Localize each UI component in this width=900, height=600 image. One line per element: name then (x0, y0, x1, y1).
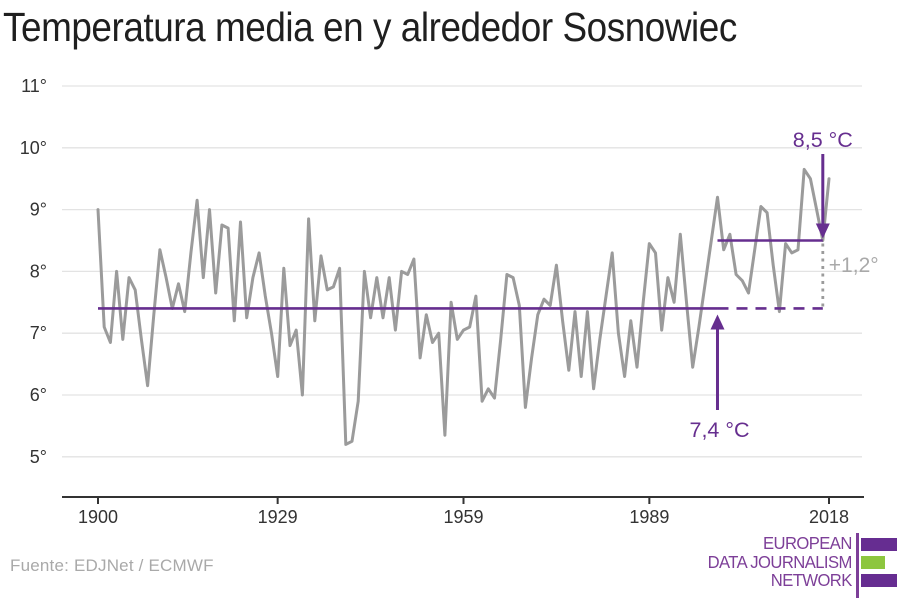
y-axis-label: 7° (30, 323, 47, 343)
logo-line-2: DATA JOURNALISM (707, 551, 853, 572)
y-axis-label: 8° (30, 261, 47, 281)
arrow-down-icon (815, 223, 830, 239)
x-axis-label: 1929 (258, 507, 298, 527)
logo-bar-top (861, 538, 897, 551)
y-axis-label: 9° (30, 200, 47, 220)
logo-bar-middle (861, 556, 885, 569)
source-note: Fuente: EDJNet / ECMWF (10, 556, 214, 575)
y-axis-label: 6° (30, 385, 47, 405)
y-axis-label: 5° (30, 447, 47, 467)
x-axis-label: 2018 (809, 507, 849, 527)
temperature-series-line (96, 167, 831, 446)
y-axis-label: 10° (20, 138, 47, 158)
x-axis-label: 1989 (629, 507, 669, 527)
logo-wordmark: EUROPEAN DATA JOURNALISM NETWORK (707, 533, 853, 591)
edjnet-logo: EUROPEAN DATA JOURNALISM NETWORK (690, 531, 900, 600)
y-axis-label: 11° (21, 76, 47, 96)
arrow-up-icon (710, 314, 725, 330)
logo-bar-bottom (861, 574, 897, 587)
x-axis-label: 1959 (443, 507, 483, 527)
logo-line-3: NETWORK (771, 570, 853, 591)
chart-title: Temperatura media en y alrededor Sosnowi… (3, 4, 737, 50)
difference-annotation: +1,2° (829, 254, 879, 277)
logo-divider (856, 533, 859, 598)
recent-mean-annotation: 8,5 °C (793, 128, 853, 152)
baseline-mean-annotation: 7,4 °C (689, 418, 749, 442)
logo-line-1: EUROPEAN (763, 533, 852, 553)
x-axis-label: 1900 (78, 507, 118, 527)
